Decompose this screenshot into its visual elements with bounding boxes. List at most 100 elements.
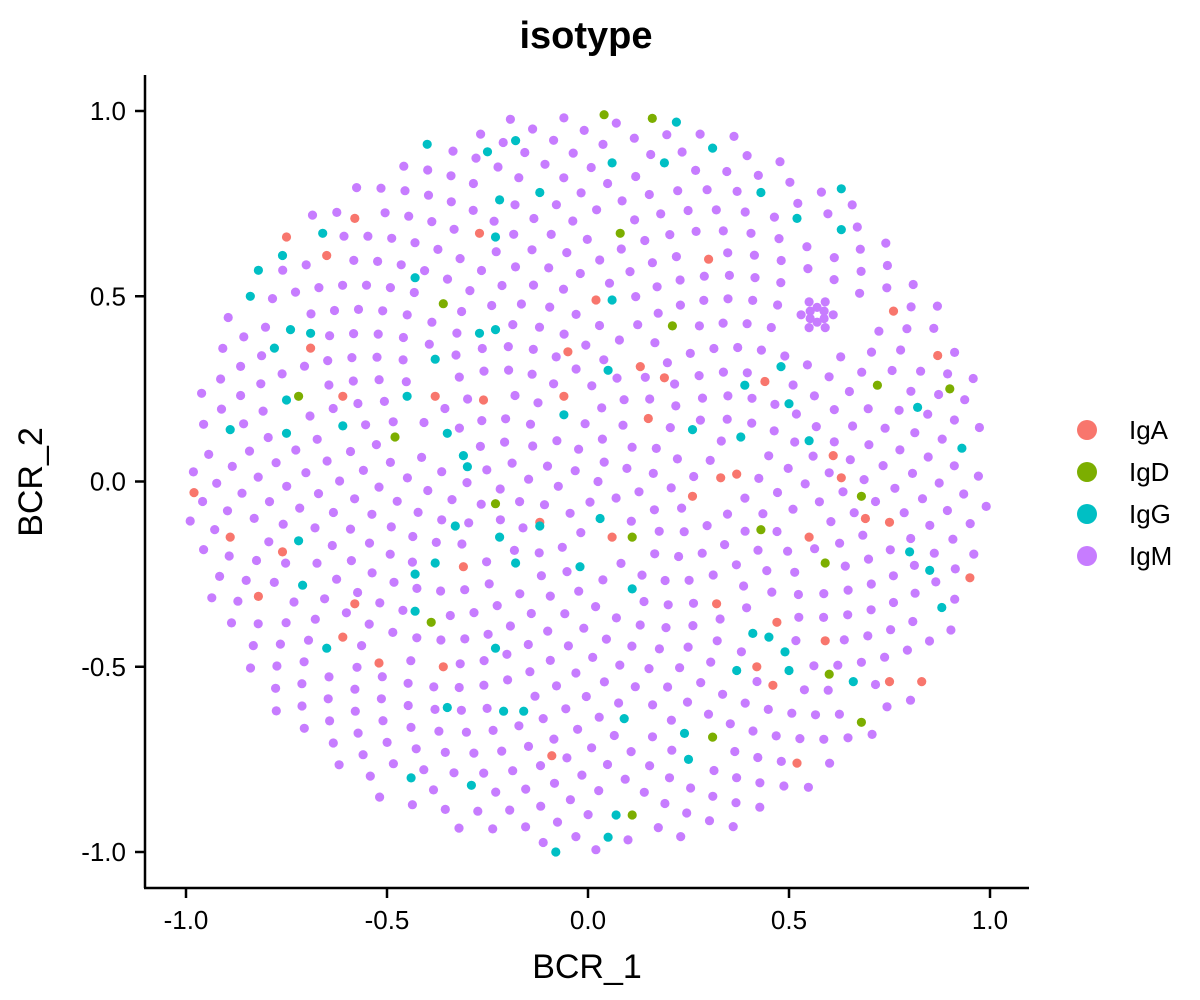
data-point-igg	[402, 391, 412, 401]
data-point-igg	[338, 421, 348, 431]
x-tick-label: 1.0	[972, 905, 1008, 935]
data-point-igm	[297, 701, 307, 711]
data-point-igm	[894, 405, 904, 415]
data-point-igm	[835, 538, 845, 548]
data-point-igm	[793, 198, 803, 208]
data-point-igm	[402, 310, 412, 320]
data-point-igm	[345, 524, 356, 534]
data-point-igm	[705, 455, 715, 465]
data-point-igm	[597, 403, 607, 413]
data-point-igm	[740, 526, 750, 536]
data-point-iga	[374, 658, 384, 668]
data-point-igm	[908, 616, 918, 627]
data-point-igm	[787, 708, 797, 718]
data-point-igm	[218, 343, 228, 353]
data-point-igm	[730, 746, 740, 757]
data-point-igm	[902, 324, 912, 334]
data-point-igm	[722, 509, 733, 519]
data-point-igm	[239, 419, 249, 429]
data-point-igm	[375, 598, 385, 608]
data-point-igd	[824, 669, 834, 679]
data-point-igg	[603, 832, 613, 842]
data-point-igm	[614, 698, 624, 708]
data-point-igm	[620, 774, 630, 784]
data-point-igm	[764, 451, 774, 461]
data-point-igg	[430, 558, 440, 568]
data-point-igm	[732, 186, 742, 196]
data-point-igm	[802, 360, 813, 370]
data-point-igm	[895, 445, 905, 455]
data-point-igm	[617, 196, 627, 206]
data-point-igm	[819, 589, 829, 599]
data-point-igm	[545, 591, 555, 601]
data-point-igm	[510, 262, 521, 272]
data-point-iga	[478, 395, 489, 405]
data-point-igm	[882, 260, 893, 271]
data-point-igm	[965, 519, 975, 529]
data-point-igm	[660, 798, 670, 809]
data-point-igm	[917, 494, 928, 504]
data-point-igm	[591, 845, 601, 855]
data-point-igg	[551, 847, 561, 857]
y-tick-label: -0.5	[81, 652, 126, 682]
data-point-igm	[949, 461, 959, 471]
data-point-igm	[497, 280, 507, 291]
data-point-igm	[523, 741, 534, 752]
data-point-igm	[349, 255, 359, 265]
data-point-igm	[670, 379, 680, 389]
data-point-igm	[568, 216, 578, 226]
data-point-igg	[442, 702, 452, 713]
data-point-igm	[301, 468, 311, 478]
data-point-igm	[809, 391, 820, 401]
data-point-igm	[633, 320, 643, 330]
data-point-iga	[820, 636, 830, 646]
data-point-igm	[855, 288, 865, 298]
legend-swatch-igg	[1077, 504, 1097, 524]
data-point-igm	[358, 465, 368, 475]
data-point-iga	[322, 250, 332, 261]
data-point-igm	[476, 129, 486, 139]
data-point-igm	[805, 313, 815, 324]
data-point-igm	[312, 558, 322, 568]
data-point-igm	[981, 501, 991, 511]
data-point-igm	[753, 752, 763, 763]
data-point-igm	[716, 436, 726, 446]
data-point-igg	[495, 195, 505, 205]
data-point-igm	[648, 700, 658, 710]
data-point-igm	[338, 280, 348, 290]
data-point-igm	[551, 681, 562, 691]
data-point-igm	[462, 478, 472, 488]
data-point-igm	[408, 531, 418, 542]
data-point-igm	[409, 287, 419, 298]
data-point-igd	[872, 380, 883, 390]
data-point-igm	[271, 683, 281, 693]
data-point-igm	[373, 329, 383, 339]
data-point-igm	[626, 747, 636, 757]
data-point-igm	[702, 521, 712, 531]
data-point-igg	[495, 532, 505, 542]
data-point-igm	[788, 380, 798, 390]
data-point-igm	[507, 458, 517, 468]
data-point-igm	[683, 205, 693, 216]
data-point-igg	[848, 677, 858, 687]
data-point-igm	[923, 409, 933, 419]
data-point-igm	[561, 704, 571, 714]
data-point-igm	[728, 822, 738, 832]
data-point-igm	[417, 452, 427, 462]
data-point-iga	[474, 228, 485, 238]
data-point-iga	[768, 680, 778, 690]
data-point-igm	[423, 485, 433, 496]
data-point-igm	[702, 185, 712, 195]
data-point-igm	[776, 278, 786, 288]
data-point-igm	[838, 487, 848, 497]
data-point-igm	[740, 493, 750, 503]
data-point-igm	[886, 625, 896, 635]
data-point-igm	[364, 619, 374, 629]
data-point-igm	[647, 732, 658, 742]
data-point-igm	[495, 515, 505, 525]
data-point-igm	[434, 726, 444, 736]
data-point-igm	[612, 373, 622, 383]
data-point-igm	[299, 723, 309, 733]
data-point-igg	[322, 643, 332, 653]
data-point-igm	[774, 234, 784, 244]
